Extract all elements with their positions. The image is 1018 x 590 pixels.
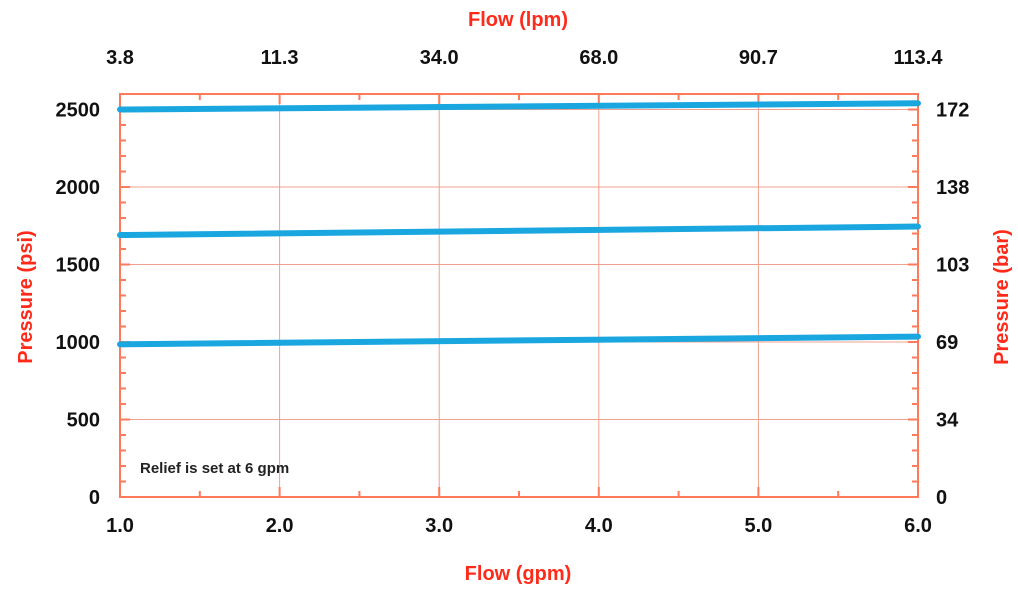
x-top-tick-label: 113.4 xyxy=(894,47,944,69)
y-right-tick-label: 34 xyxy=(936,410,959,432)
y-right-tick-label: 0 xyxy=(936,487,947,509)
series-line-1 xyxy=(117,100,921,113)
x-top-tick-label: 68.0 xyxy=(579,47,618,69)
x-bottom-tick-label: 2.0 xyxy=(266,515,294,537)
series-line-3 xyxy=(117,333,921,348)
top-axis-title: Flow (lpm) xyxy=(468,9,568,31)
y-left-tick-label: 2500 xyxy=(56,100,101,122)
y-left-tick-label: 2000 xyxy=(56,177,101,199)
relief-annotation: Relief is set at 6 gpm xyxy=(140,460,289,477)
y-right-tick-label: 103 xyxy=(936,255,969,277)
y-left-tick-label: 1000 xyxy=(56,332,101,354)
x-bottom-tick-label: 4.0 xyxy=(585,515,613,537)
x-top-tick-label: 11.3 xyxy=(261,47,299,69)
minor-ticks xyxy=(119,94,919,498)
x-top-tick-label: 34.0 xyxy=(420,47,459,69)
x-bottom-tick-label: 3.0 xyxy=(425,515,453,537)
y-left-tick-label: 500 xyxy=(67,410,100,432)
left-axis-title: Pressure (psi) xyxy=(15,230,37,363)
x-bottom-tick-label: 1.0 xyxy=(106,515,134,537)
plot-frame xyxy=(119,93,919,498)
y-left-tick-label: 0 xyxy=(89,487,100,509)
tick-labels: 1.0 3.8 2.0 11.3 3.0 34.0 4.0 68.0 5.0 90.7 6.0 113… xyxy=(56,47,970,537)
x-top-tick-label: 3.8 xyxy=(106,47,134,69)
bottom-axis-title: Flow (gpm) xyxy=(465,563,572,585)
grid-layer xyxy=(119,94,919,498)
series-line-2 xyxy=(117,223,921,239)
y-right-tick-label: 172 xyxy=(936,100,969,122)
right-axis-title: Pressure (bar) xyxy=(991,229,1013,365)
x-bottom-tick-label: 6.0 xyxy=(904,515,932,537)
y-right-tick-label: 69 xyxy=(936,332,958,354)
y-left-tick-label: 1500 xyxy=(56,255,101,277)
x-bottom-tick-label: 5.0 xyxy=(744,515,772,537)
y-right-tick-label: 138 xyxy=(936,177,969,199)
x-top-tick-label: 90.7 xyxy=(739,47,778,69)
series-layer xyxy=(117,100,921,348)
